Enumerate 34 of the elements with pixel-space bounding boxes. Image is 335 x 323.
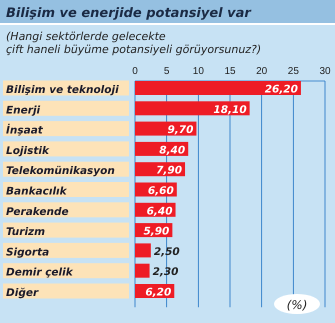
y-tick-label: Sigorta bbox=[6, 246, 50, 258]
data-label: 18,10 bbox=[213, 104, 247, 116]
data-label: 5,90 bbox=[143, 226, 170, 238]
data-label: 7,90 bbox=[156, 164, 182, 177]
y-tick-label: Bilişim ve teknoloji bbox=[6, 84, 120, 96]
bar bbox=[135, 81, 301, 95]
data-label: 6,20 bbox=[145, 286, 172, 298]
y-tick-label: Turizm bbox=[6, 226, 46, 238]
annotation: (%) bbox=[286, 298, 308, 312]
y-tick-label: Perakende bbox=[6, 206, 69, 218]
x-tick-label: 5 bbox=[164, 66, 170, 77]
y-tick-label: Bankacılık bbox=[6, 186, 68, 198]
chart-subtitle: (Hangi sektörlerde gelecekte çift haneli büyüme potansiyeli görüyorsunuz?) bbox=[6, 30, 262, 56]
x-tick-label: 10 bbox=[192, 66, 204, 77]
data-label: 26,20 bbox=[264, 84, 298, 96]
y-tick-label: Diğer bbox=[6, 287, 39, 299]
bar bbox=[135, 243, 151, 258]
x-tick-label: 25 bbox=[288, 66, 300, 77]
bar bbox=[135, 264, 150, 278]
bar bbox=[135, 101, 250, 116]
x-tick-label: 30 bbox=[319, 66, 331, 77]
x-tick-label: 15 bbox=[224, 66, 236, 77]
x-tick-label: 0 bbox=[132, 66, 138, 77]
data-label: 8,40 bbox=[159, 144, 186, 156]
data-label: 6,40 bbox=[146, 205, 173, 218]
y-tick-label: Enerji bbox=[6, 104, 41, 116]
y-tick-label: İnşaat bbox=[6, 124, 44, 137]
data-label: 9,70 bbox=[168, 124, 194, 136]
x-tick-label: 20 bbox=[256, 66, 268, 77]
chart-title: Bilişim ve enerjide potansiyel var bbox=[6, 6, 252, 21]
y-tick-label: Lojistik bbox=[6, 144, 50, 157]
y-tick-label: Demir çelik bbox=[6, 266, 74, 279]
data-label: 6,60 bbox=[148, 185, 174, 197]
y-tick-label: Telekomünikasyon bbox=[6, 165, 115, 178]
